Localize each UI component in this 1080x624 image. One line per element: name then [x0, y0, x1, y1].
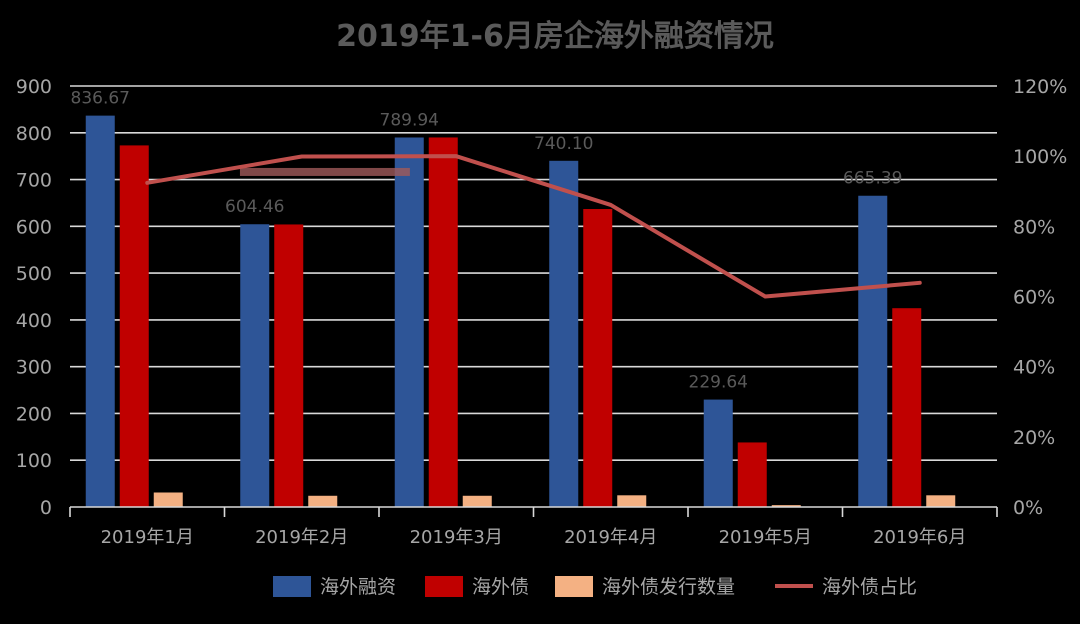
- data-labels: 836.67 604.46 789.94 740.10 229.64 665.39: [71, 89, 903, 393]
- x-axis-category-label: 2019年4月: [564, 527, 657, 548]
- data-label: 229.64: [689, 373, 748, 393]
- line-series: [145, 154, 922, 299]
- bar-1: [394, 137, 424, 507]
- x-axis-category-label: 2019年3月: [410, 527, 503, 548]
- overlay-band: [239, 167, 410, 176]
- legend-label: 海外融资: [320, 576, 396, 598]
- y-left-tick-label: 400: [16, 310, 52, 332]
- y-right-tick-label: 60%: [1013, 287, 1055, 309]
- x-axis-category-label: 2019年1月: [101, 527, 194, 548]
- bar-3: [926, 495, 956, 507]
- legend-label: 海外债发行数量: [602, 576, 735, 598]
- x-axis: 2019年1月 2019年2月 2019年3月 2019年4月 2019年5月 2019年…: [69, 506, 998, 548]
- y-left-tick-label: 0: [40, 497, 52, 519]
- y-left-tick-label: 100: [16, 450, 52, 472]
- y-right-tick-label: 80%: [1013, 216, 1055, 238]
- bar-1: [240, 224, 270, 507]
- bar-2: [119, 145, 149, 507]
- x-axis-category-label: 2019年6月: [873, 527, 966, 548]
- line-path: [145, 154, 922, 299]
- bar-1: [549, 160, 579, 507]
- bar-1: [858, 195, 888, 507]
- legend-label: 海外债占比: [822, 576, 917, 598]
- bar-1: [85, 115, 115, 508]
- data-label: 604.46: [225, 197, 284, 217]
- bar-3: [308, 495, 338, 507]
- data-label: 740.10: [534, 134, 593, 154]
- x-axis-category-label: 2019年5月: [719, 527, 812, 548]
- y-right-tick-label: 120%: [1013, 76, 1067, 98]
- y-right-tick-label: 40%: [1013, 357, 1055, 379]
- bar-2: [428, 137, 458, 507]
- chart-title: 2019年1-6月房企海外融资情况: [336, 19, 774, 54]
- y-right-tick-label: 0%: [1013, 497, 1043, 519]
- right-axis-ticks: 0% 20% 40% 60% 80% 100% 120%: [1013, 76, 1067, 519]
- y-right-tick-label: 20%: [1013, 427, 1055, 449]
- data-label: 836.67: [71, 89, 130, 109]
- bar-series: [85, 115, 956, 508]
- y-left-tick-label: 700: [16, 170, 52, 192]
- legend-label: 海外债: [472, 576, 529, 598]
- bar-3: [771, 505, 801, 507]
- y-left-tick-label: 500: [16, 263, 52, 285]
- gridlines: [70, 85, 997, 462]
- left-axis-ticks: 0 100 200 300 400 500 600 700 800 900: [16, 76, 52, 519]
- legend-swatch: [273, 576, 311, 597]
- x-axis-category-label: 2019年2月: [255, 527, 348, 548]
- legend-swatch: [425, 576, 463, 597]
- bar-2: [274, 224, 304, 507]
- legend: 海外融资 海外债 海外债发行数量 海外债占比: [273, 576, 917, 598]
- data-label: 789.94: [380, 110, 439, 130]
- legend-swatch: [555, 576, 593, 597]
- y-left-tick-label: 300: [16, 357, 52, 379]
- data-label: 665.39: [843, 169, 902, 189]
- bar-2: [737, 442, 767, 507]
- bar-2: [583, 209, 613, 507]
- y-left-tick-label: 800: [16, 123, 52, 145]
- bar-2: [892, 308, 922, 507]
- gray-overlay-band: [239, 167, 410, 176]
- bar-1: [703, 399, 733, 507]
- y-right-tick-label: 100%: [1013, 146, 1067, 168]
- bar-3: [462, 495, 492, 507]
- bar-3: [153, 492, 183, 507]
- y-left-tick-label: 600: [16, 216, 52, 238]
- bar-3: [617, 495, 647, 507]
- y-left-tick-label: 900: [16, 76, 52, 98]
- y-left-tick-label: 200: [16, 403, 52, 425]
